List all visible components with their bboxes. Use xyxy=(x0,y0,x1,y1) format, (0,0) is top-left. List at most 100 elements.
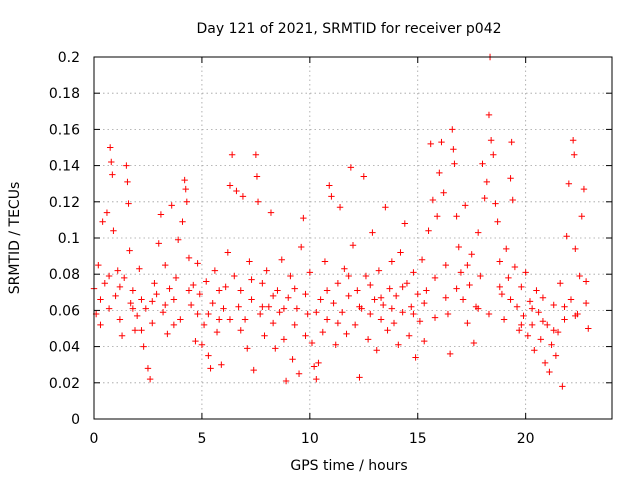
data-point xyxy=(438,138,445,146)
data-point xyxy=(582,278,590,285)
data-point xyxy=(341,265,348,272)
y-tick-label: 0.12 xyxy=(49,195,80,211)
data-point xyxy=(182,185,189,193)
data-point xyxy=(170,296,178,303)
data-point xyxy=(421,337,428,345)
data-point xyxy=(446,350,454,358)
data-point xyxy=(317,296,324,303)
data-point xyxy=(138,296,145,303)
y-tick-labels: 0 0.02 0.04 0.06 0.08 0.1 0.12 0.14 0.16 0.18 0.2 xyxy=(49,50,80,428)
data-point xyxy=(153,290,160,298)
data-point xyxy=(220,305,227,312)
data-point xyxy=(559,383,566,390)
data-point xyxy=(531,347,538,354)
data-point xyxy=(526,298,534,305)
data-point xyxy=(146,375,154,383)
data-point xyxy=(231,272,238,280)
data-point xyxy=(194,260,201,267)
data-point xyxy=(557,280,564,287)
data-point xyxy=(405,332,413,339)
data-point xyxy=(248,276,255,283)
data-point xyxy=(416,318,424,325)
data-point xyxy=(162,261,169,269)
data-point xyxy=(237,327,244,334)
data-point xyxy=(328,193,335,200)
data-point xyxy=(289,356,296,363)
data-point xyxy=(431,274,439,282)
data-point xyxy=(205,352,212,359)
data-point xyxy=(477,272,484,280)
data-point xyxy=(215,316,223,323)
data-point xyxy=(313,375,320,383)
data-point xyxy=(576,272,583,280)
data-point xyxy=(377,294,385,301)
x-tick-label: 10 xyxy=(301,431,319,447)
y-tick-label: 0.08 xyxy=(49,267,80,283)
data-point xyxy=(500,316,508,323)
data-point xyxy=(349,242,357,249)
data-point xyxy=(382,204,389,211)
data-point xyxy=(403,280,411,287)
data-point xyxy=(108,158,115,166)
data-point xyxy=(479,160,486,167)
data-point xyxy=(351,321,359,329)
data-point xyxy=(203,278,210,285)
data-point xyxy=(326,182,333,189)
data-point xyxy=(388,258,396,265)
data-point xyxy=(110,227,117,234)
data-point xyxy=(291,285,298,292)
data-point xyxy=(105,305,113,312)
data-point xyxy=(442,261,450,269)
data-point xyxy=(209,299,216,307)
data-point xyxy=(285,294,292,301)
data-point xyxy=(433,213,441,220)
data-point xyxy=(347,164,355,171)
data-point xyxy=(578,213,585,220)
y-tick-label: 0.2 xyxy=(58,50,80,66)
data-point xyxy=(508,138,515,146)
data-point xyxy=(429,196,437,204)
data-point xyxy=(274,287,281,294)
data-point xyxy=(179,218,186,225)
y-tick-label: 0.02 xyxy=(49,376,80,392)
data-point xyxy=(582,299,590,307)
x-axis-label: GPS time / hours xyxy=(290,458,407,474)
data-point xyxy=(483,178,491,186)
data-point xyxy=(95,261,102,269)
data-point xyxy=(127,299,134,307)
data-point xyxy=(162,301,169,309)
data-point xyxy=(103,209,111,216)
data-point xyxy=(509,196,516,204)
data-point xyxy=(505,274,512,282)
data-point xyxy=(410,269,417,276)
data-point xyxy=(323,287,331,294)
data-point xyxy=(164,330,171,338)
data-point xyxy=(544,321,551,329)
data-point xyxy=(272,345,279,352)
data-point xyxy=(256,310,264,318)
data-point xyxy=(269,319,277,327)
data-point xyxy=(550,301,557,309)
data-point xyxy=(377,316,385,323)
data-point xyxy=(334,319,342,327)
data-point xyxy=(142,305,149,312)
data-point xyxy=(485,111,493,119)
data-point xyxy=(118,332,126,339)
data-point xyxy=(399,309,406,316)
data-point xyxy=(470,339,478,347)
data-point xyxy=(537,336,544,343)
data-point xyxy=(244,345,251,352)
data-point xyxy=(315,359,322,367)
data-point xyxy=(129,305,137,312)
data-point xyxy=(367,281,374,289)
data-point xyxy=(112,292,119,300)
data-point xyxy=(291,321,298,329)
data-point xyxy=(539,294,547,301)
data-point xyxy=(362,272,370,280)
data-point xyxy=(253,173,261,180)
data-point xyxy=(183,198,191,205)
data-point xyxy=(334,280,342,287)
data-point xyxy=(533,287,540,294)
data-point xyxy=(157,211,165,218)
data-point xyxy=(485,310,493,318)
